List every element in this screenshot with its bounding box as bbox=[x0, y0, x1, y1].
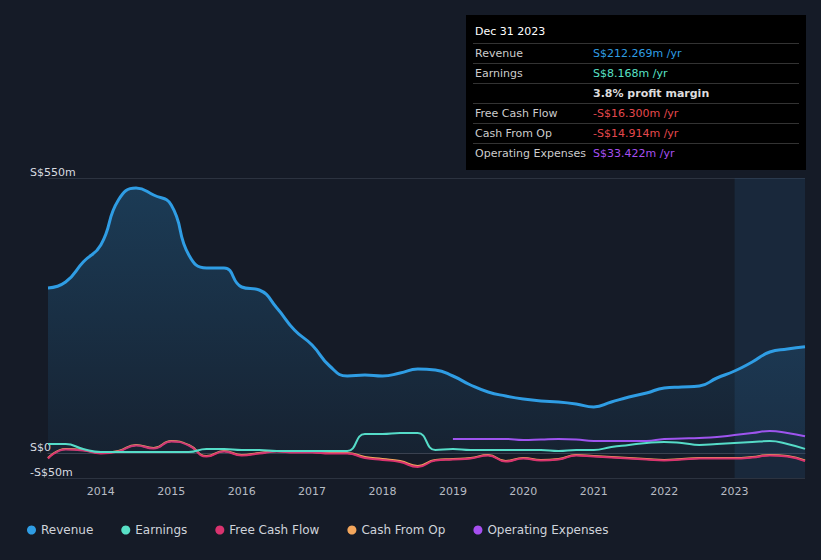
html-text:Free Cash Flow: Free Cash Flow bbox=[475, 107, 558, 120]
svg-text:2018: 2018 bbox=[368, 485, 396, 498]
svg-text:2023: 2023 bbox=[721, 485, 749, 498]
svg-text:2019: 2019 bbox=[439, 485, 467, 498]
svg-text:S$550m: S$550m bbox=[30, 166, 76, 179]
svg-text:2022: 2022 bbox=[650, 485, 678, 498]
svg-text:-S$50m: -S$50m bbox=[30, 466, 73, 479]
svg-text:2015: 2015 bbox=[157, 485, 185, 498]
html-text:Operating Expenses: Operating Expenses bbox=[475, 147, 586, 160]
html-text:Cash From Op: Cash From Op bbox=[475, 127, 552, 140]
svg-text:Earnings: Earnings bbox=[135, 523, 187, 537]
html-text:3.8% profit margin: 3.8% profit margin bbox=[593, 87, 710, 100]
html-text:S$33.422m /yr: S$33.422m /yr bbox=[593, 147, 675, 160]
svg-text:Cash From Op: Cash From Op bbox=[361, 523, 445, 537]
svg-text:2017: 2017 bbox=[298, 485, 326, 498]
html-text:Earnings: Earnings bbox=[475, 67, 523, 80]
html-text:S$212.269m /yr: S$212.269m /yr bbox=[593, 47, 682, 60]
html-text:Dec 31 2023: Dec 31 2023 bbox=[475, 25, 546, 38]
svg-text:Free Cash Flow: Free Cash Flow bbox=[229, 523, 319, 537]
svg-text:2016: 2016 bbox=[228, 485, 256, 498]
html-text:Revenue: Revenue bbox=[475, 47, 523, 60]
html-text:-S$14.914m /yr: -S$14.914m /yr bbox=[593, 127, 679, 140]
svg-text:S$0: S$0 bbox=[30, 441, 51, 454]
svg-text:2014: 2014 bbox=[87, 485, 115, 498]
html-text:-S$16.300m /yr: -S$16.300m /yr bbox=[593, 107, 679, 120]
html-text:S$8.168m /yr: S$8.168m /yr bbox=[593, 67, 668, 80]
svg-text:Operating Expenses: Operating Expenses bbox=[487, 523, 608, 537]
svg-text:Revenue: Revenue bbox=[41, 523, 93, 537]
svg-text:2021: 2021 bbox=[580, 485, 608, 498]
svg-text:2020: 2020 bbox=[509, 485, 537, 498]
